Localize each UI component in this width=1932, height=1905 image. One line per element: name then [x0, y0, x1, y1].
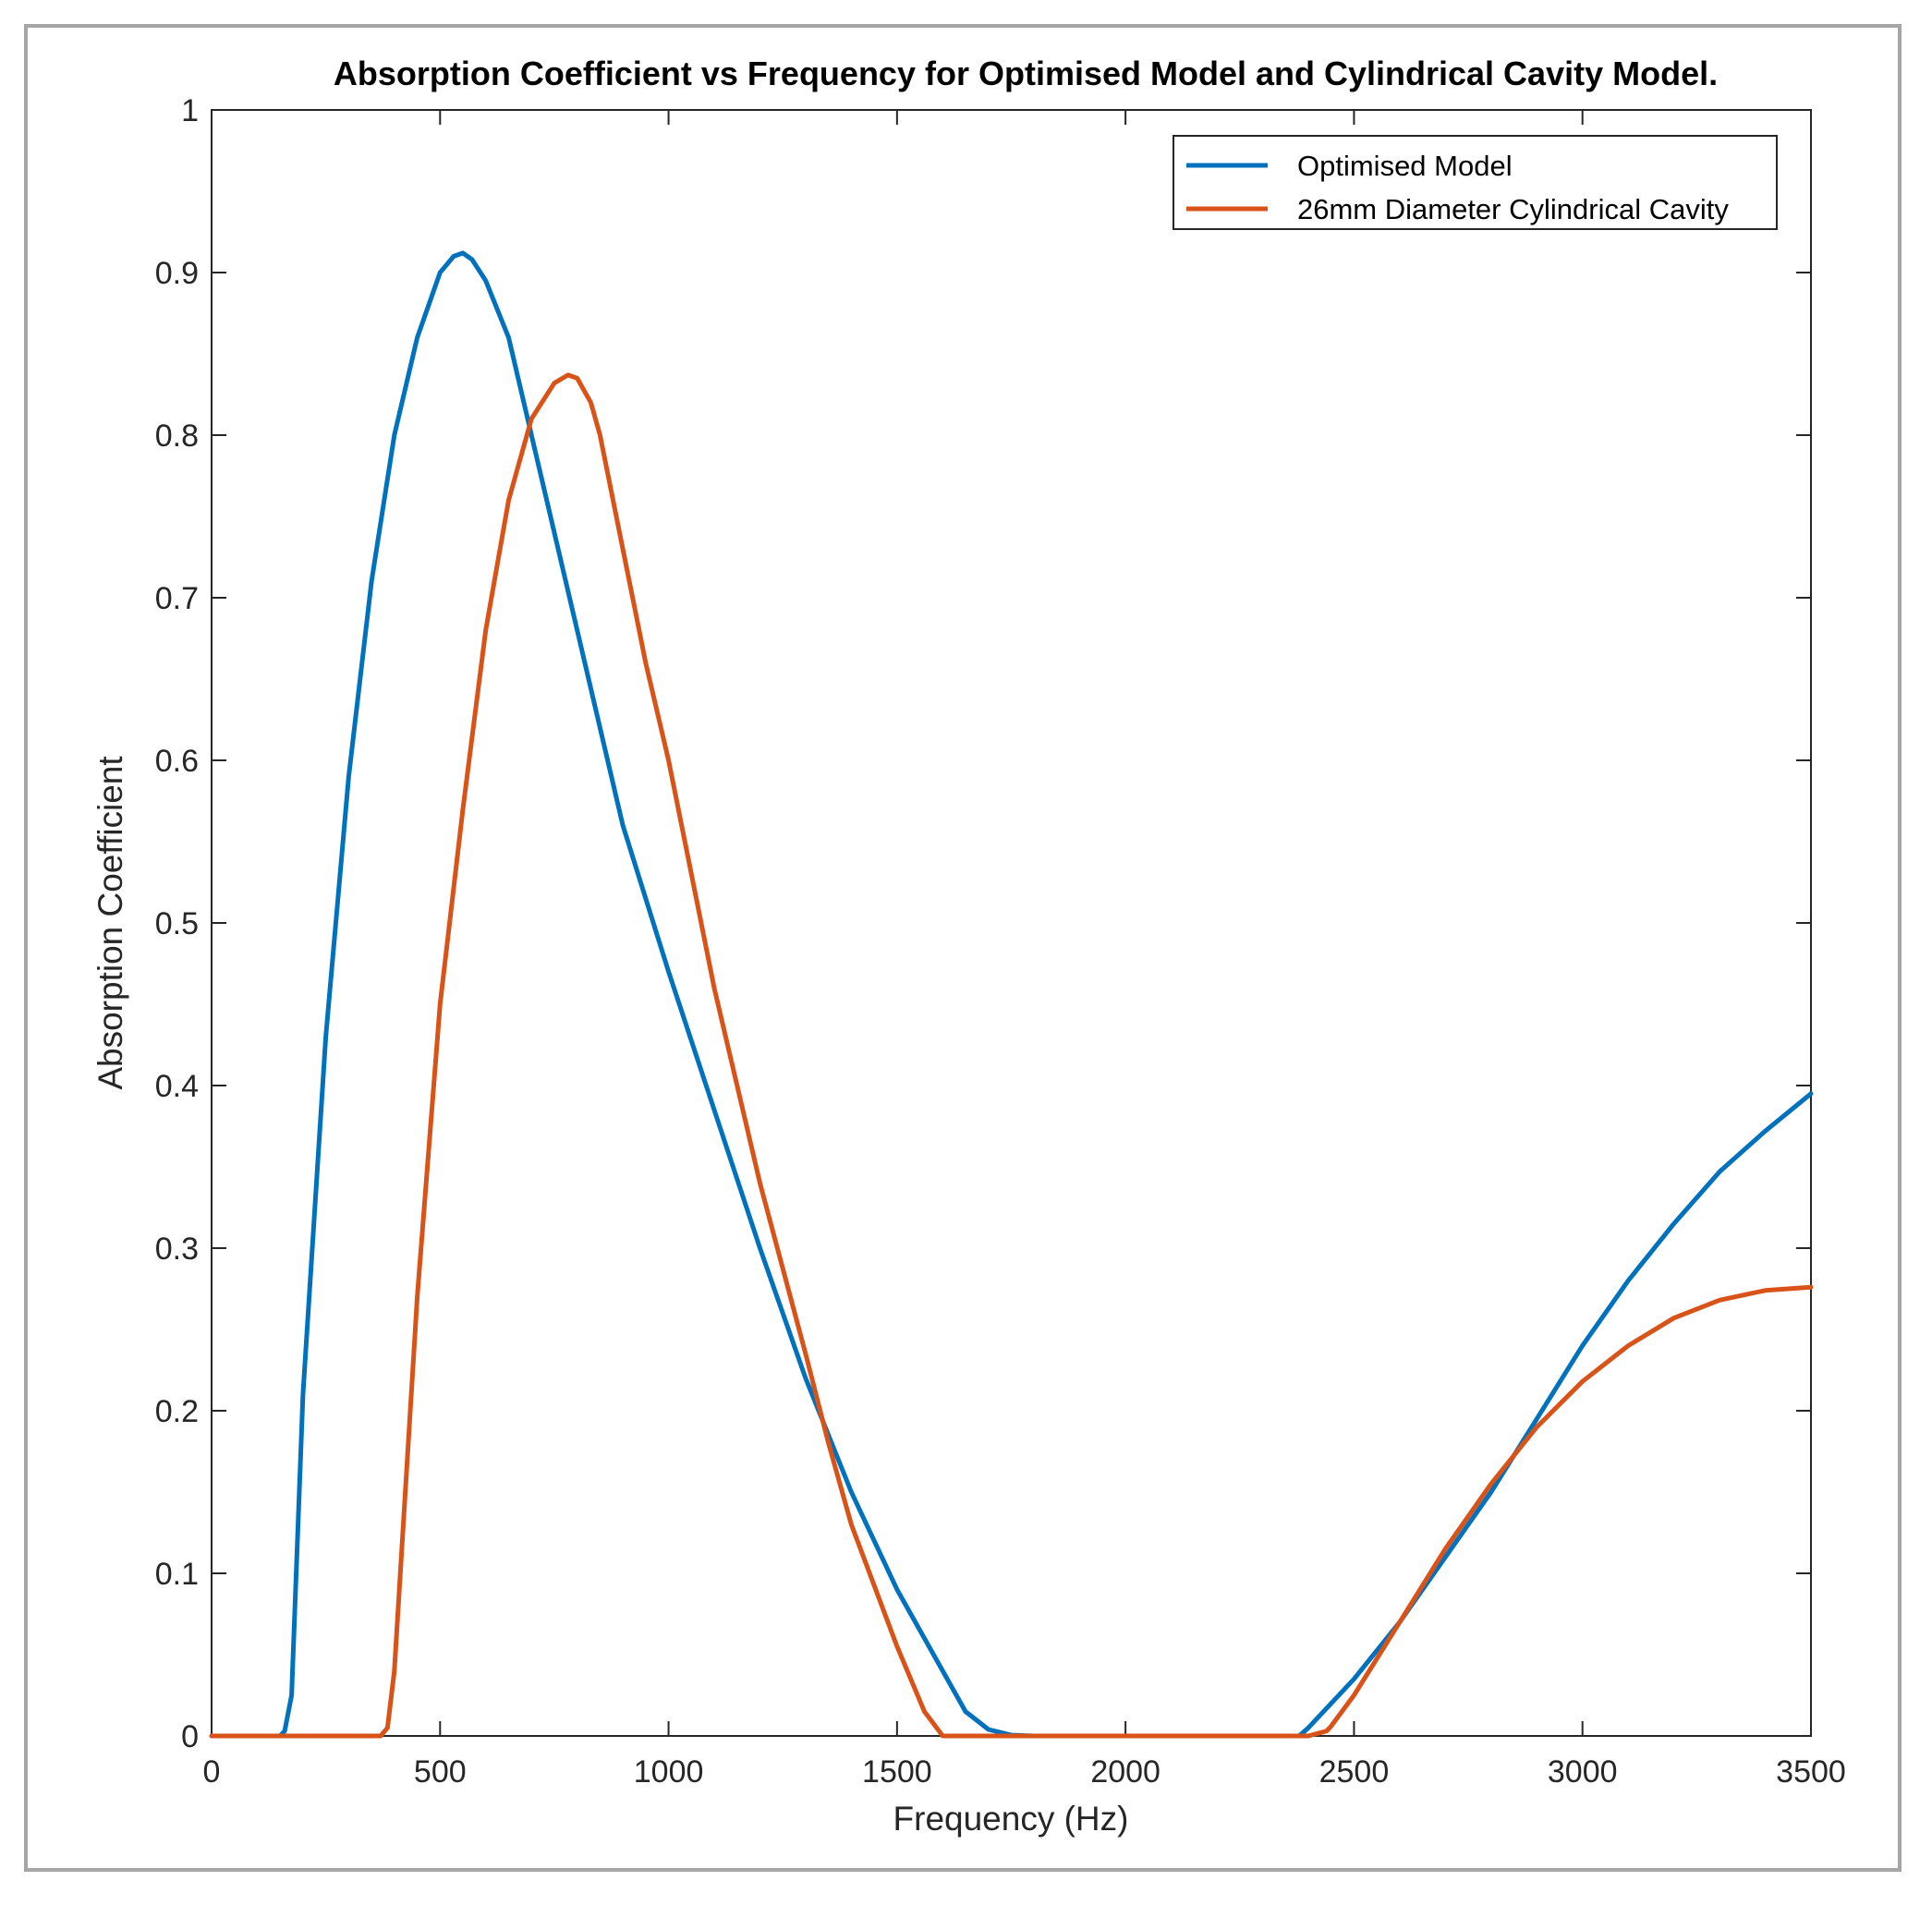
y-tick-label: 0.7 — [155, 581, 199, 616]
absorption-chart: Absorption Coefficient vs Frequency for … — [91, 55, 1846, 1838]
y-tick-label: 0.2 — [155, 1394, 199, 1429]
plot-area — [209, 109, 1814, 1739]
y-axis-tick-labels: 0 0.1 0.2 0.3 0.4 0.5 0.6 0.7 0.8 0.9 1 — [155, 93, 199, 1754]
x-tick-label: 2500 — [1319, 1754, 1390, 1790]
y-tick-label: 0.6 — [155, 744, 199, 779]
y-axis-ticks — [212, 109, 1811, 1737]
legend-label-cylindrical-cavity: 26mm Diameter Cylindrical Cavity — [1297, 193, 1729, 225]
legend: Optimised Model 26mm Diameter Cylindrica… — [1173, 135, 1778, 230]
x-tick-label: 1500 — [862, 1754, 932, 1790]
y-tick-label: 1 — [181, 93, 199, 128]
y-tick-label: 0.3 — [155, 1232, 199, 1267]
series-layer — [209, 250, 1814, 1739]
x-tick-label: 1000 — [634, 1754, 704, 1790]
y-tick-label: 0.4 — [155, 1069, 199, 1104]
y-tick-label: 0.1 — [155, 1557, 199, 1592]
figure-frame: Absorption Coefficient vs Frequency for … — [24, 24, 1902, 1872]
legend-label-optimised-model: Optimised Model — [1297, 150, 1513, 182]
y-tick-label: 0.8 — [155, 419, 199, 454]
x-axis-tick-labels: 0 500 1000 1500 2000 2500 3000 3500 — [203, 1754, 1846, 1790]
chart-title: Absorption Coefficient vs Frequency for … — [334, 55, 1718, 92]
axes-box — [211, 109, 1812, 1737]
x-tick-label: 2000 — [1090, 1754, 1160, 1790]
x-tick-label: 0 — [203, 1754, 221, 1790]
x-tick-label: 3500 — [1776, 1754, 1846, 1790]
y-tick-label: 0.5 — [155, 906, 199, 941]
y-axis-label: Absorption Coefficient — [91, 756, 129, 1090]
x-tick-label: 3000 — [1548, 1754, 1618, 1790]
y-tick-label: 0 — [181, 1719, 199, 1754]
x-axis-label: Frequency (Hz) — [893, 1800, 1129, 1838]
x-axis-ticks — [211, 110, 1812, 1736]
x-tick-label: 500 — [414, 1754, 467, 1790]
series-line-1 — [209, 372, 1814, 1739]
y-tick-label: 0.9 — [155, 256, 199, 291]
legend-box — [1173, 135, 1778, 230]
